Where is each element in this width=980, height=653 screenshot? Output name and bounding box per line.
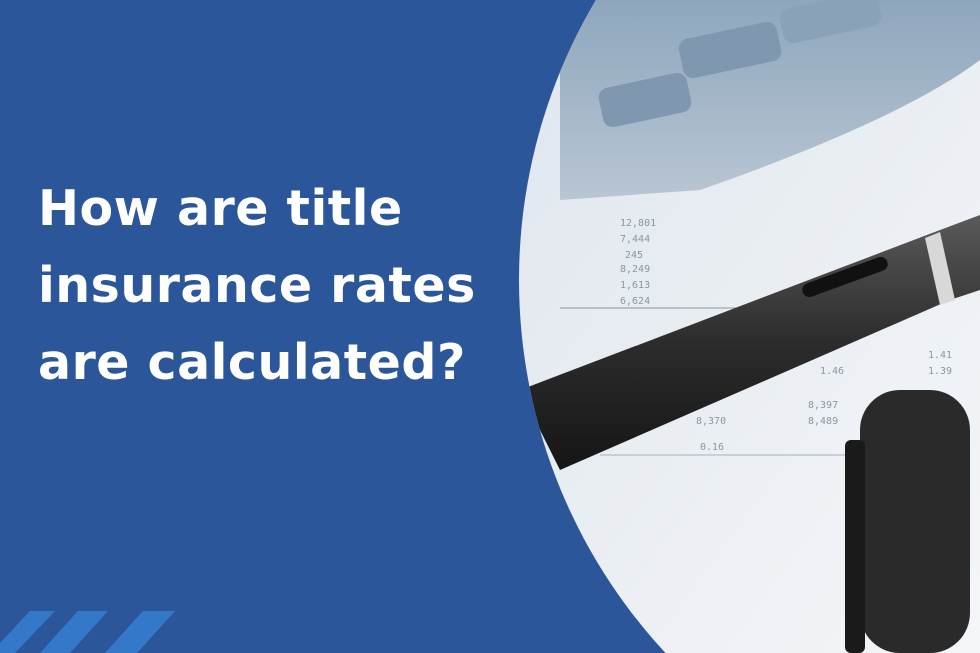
svg-text:8,370: 8,370: [696, 416, 726, 427]
svg-text:1.39: 1.39: [928, 366, 952, 377]
pen: [520, 215, 980, 470]
calculator: [560, 0, 980, 200]
stripe: [40, 611, 108, 653]
svg-text:7,444: 7,444: [620, 234, 650, 245]
stripe: [105, 611, 175, 653]
decorative-stripes: [0, 611, 175, 653]
svg-text:0.16: 0.16: [700, 442, 724, 453]
svg-text:12,801: 12,801: [620, 218, 656, 229]
svg-text:1,613: 1,613: [620, 280, 650, 291]
svg-text:8,489: 8,489: [808, 416, 838, 427]
svg-text:8,249: 8,249: [620, 264, 650, 275]
headline-line-1: How are title: [38, 180, 403, 237]
svg-text:6,624: 6,624: [620, 296, 650, 307]
pen-cap: [845, 390, 970, 653]
svg-text:245: 245: [625, 250, 643, 261]
headline-line-2: insurance rates: [38, 257, 476, 314]
report-table: 12,801 7,444 245 8,249 1,613 6,624 1.41 …: [560, 218, 952, 456]
headline-line-3: are calculated?: [38, 334, 466, 391]
svg-text:1.46: 1.46: [820, 366, 844, 377]
svg-text:1.41: 1.41: [928, 350, 952, 361]
svg-text:8,397: 8,397: [808, 400, 838, 411]
headline: How are title insurance rates are calcul…: [38, 170, 476, 401]
stripe: [0, 611, 55, 653]
